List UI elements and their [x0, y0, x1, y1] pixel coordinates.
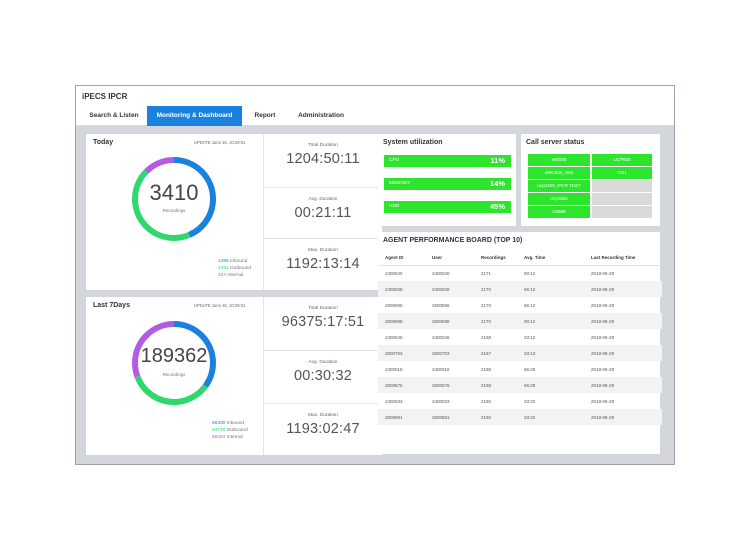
col-last-recording-time[interactable]: Last Recording Time	[584, 251, 662, 266]
tab-administration[interactable]: Administration	[298, 112, 344, 119]
util-hdd: HDD 45%	[384, 201, 511, 213]
duration-stats: Total Duration 1204:50:11 Avg. Duration …	[263, 134, 382, 290]
panel-title: Call server status	[526, 139, 585, 146]
stat-total-duration: Total Duration 96375:17:51	[281, 306, 365, 330]
util-cpu: CPU 11%	[384, 155, 511, 167]
donut-chart	[132, 321, 216, 405]
recordings-donut: 189362 Recordings	[130, 319, 218, 407]
table-row[interactable]: 2600703 2600703 2167 33:13 2018-06-28	[378, 345, 662, 361]
server-ucp2400-ipcr-test: ucp2400_IPCR TEST	[528, 180, 590, 192]
table-row[interactable]: 2400018 2400018 2158 66:29 2018-06-28	[385, 366, 615, 372]
recordings-donut: 3410 Recordings	[130, 155, 218, 243]
donut-chart	[132, 157, 216, 241]
agent-performance-board: AGENT PERFORMANCE BOARD (TOP 10) Agent I…	[378, 232, 662, 454]
panel-title: AGENT PERFORMANCE BOARD (TOP 10)	[383, 237, 523, 244]
server-ucp2600: ucp2600	[528, 193, 590, 205]
legend-internal: 58284 Internal	[212, 435, 243, 440]
recordings-total: 3410	[149, 180, 199, 205]
call-server-status-panel: Call server status eMG80 UCP600 eMG800_T…	[521, 134, 660, 226]
col-recordings[interactable]: Recordings	[474, 251, 517, 266]
donut-segment-outbound	[132, 321, 216, 405]
donut-legend: 1485 Inbound 1491 Outbound 434 Internal	[218, 258, 251, 279]
server-cm1: CM1	[592, 167, 652, 179]
util-memory: MEMORY 14%	[384, 178, 511, 190]
table-row[interactable]: 2400033 2400033 2150 33:32 2018-06-28	[385, 398, 615, 404]
donut-segment-internal	[132, 321, 216, 405]
panel-title: Last 7Days	[93, 302, 130, 309]
last7days-panel: Last 7Days UPDATE June 26, 10:29:01 1893…	[86, 297, 382, 455]
stat-max-duration: Max. Duration 1192:13:14	[264, 238, 382, 290]
legend-inbound: 66330 Inbound	[212, 421, 245, 426]
tab-monitoring-dashboard[interactable]: Monitoring & Dashboard	[147, 106, 242, 126]
legend-inbound: 1485 Inbound	[218, 259, 248, 264]
server-slot-empty	[592, 193, 652, 205]
today-panel: Today UPDATE June 26, 10:29:01 3410 Reco…	[86, 134, 382, 290]
table-row[interactable]: 2400046 2400046 2168 33:12 2018-06-28	[385, 334, 615, 340]
table-row[interactable]: 2600691 2600691 2150 33:32 2018-06-28	[378, 409, 662, 425]
table-row[interactable]: 2600698 2600698 2170 00:12 2018-06-28	[378, 313, 662, 329]
panel-title: Today	[93, 139, 114, 146]
stat-avg-duration: Avg. Duration 00:30:32	[264, 350, 382, 403]
stat-max-duration: Max. Duration 1193:02:47	[264, 403, 382, 455]
update-timestamp: UPDATE June 26, 10:29:01	[194, 140, 246, 145]
legend-outbound: 1491 Outbound	[218, 266, 252, 271]
legend-outbound: 64748 Outbound	[212, 428, 248, 433]
update-timestamp: UPDATE June 26, 10:29:01	[194, 303, 246, 308]
legend-internal: 434 Internal	[218, 273, 244, 278]
app-title: iPECS IPCR	[76, 86, 674, 106]
server-c0888: C0888	[528, 206, 590, 218]
donut-segment-outbound	[132, 157, 216, 241]
server-slot-empty	[592, 206, 652, 218]
donut-segment-internal	[132, 157, 216, 241]
app-window: iPECS IPCR Search & Listen Monitoring & …	[75, 85, 675, 465]
server-ucp600: UCP600	[592, 154, 652, 166]
col-avg-time[interactable]: Avg. Time	[517, 251, 584, 266]
table-row[interactable]: 2600676 2600676 2158 66:29 2018-06-28	[378, 377, 662, 393]
server-emg80: eMG80	[528, 154, 590, 166]
recordings-total: 189362	[140, 345, 208, 367]
recordings-caption: Recordings	[162, 208, 186, 213]
stat-total-duration: Total Duration 1204:50:11	[286, 143, 360, 167]
main-nav: Search & Listen Monitoring & Dashboard R…	[76, 106, 674, 126]
recordings-caption: Recordings	[162, 372, 186, 377]
server-slot-empty	[592, 180, 652, 192]
table-row[interactable]: 2400028 2400028 2170 66:12 2018-06-28	[378, 281, 662, 297]
tab-report[interactable]: Report	[254, 112, 276, 119]
duration-stats: Total Duration 96375:17:51 Avg. Duration…	[263, 297, 382, 455]
col-agent-id[interactable]: Agent ID	[378, 251, 425, 266]
agent-table: Agent ID User Recordings Avg. Time Last …	[378, 251, 662, 425]
table-row[interactable]: 2600696 2600696 2170 66:12 2018-06-28	[385, 302, 615, 308]
system-utilization-panel: System utilization CPU 11% MEMORY 14% HDD 4…	[378, 134, 516, 226]
table-header-row: Agent ID User Recordings Avg. Time Last …	[378, 251, 662, 266]
col-user[interactable]: User	[425, 251, 474, 266]
server-emg800-test: eMG800_Test	[528, 167, 590, 179]
stat-avg-duration: Avg. Duration 00:21:11	[264, 187, 382, 238]
table-row[interactable]: 2400040 2400040 2171 00:12 2018-06-28	[385, 270, 615, 276]
donut-legend: 66330 Inbound 64748 Outbound 58284 Inter…	[212, 420, 248, 441]
tab-search-listen[interactable]: Search & Listen	[89, 112, 139, 119]
panel-title: System utilization	[383, 139, 443, 146]
